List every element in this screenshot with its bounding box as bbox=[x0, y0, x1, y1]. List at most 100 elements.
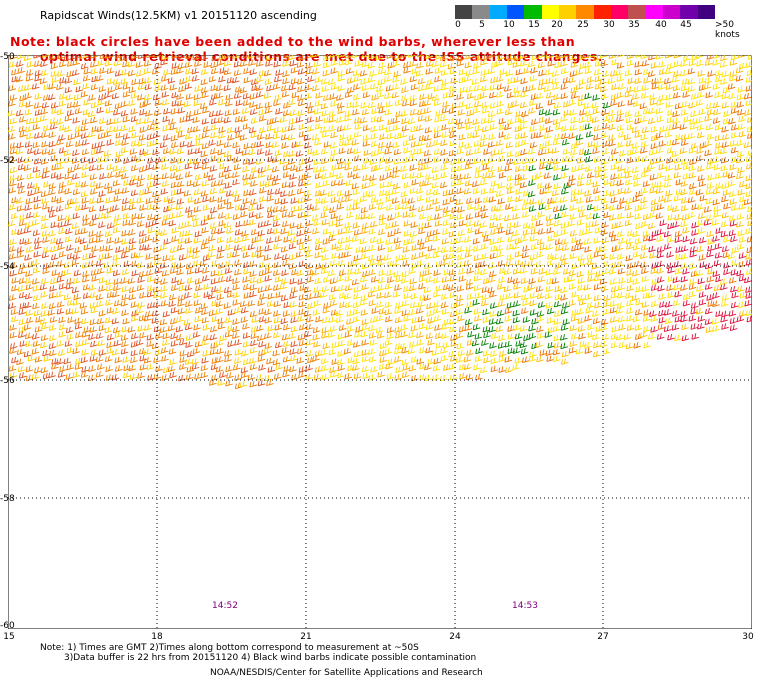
wind-barb bbox=[344, 164, 352, 171]
wind-barb bbox=[239, 60, 248, 67]
wind-barb bbox=[191, 214, 200, 222]
wind-barb bbox=[274, 197, 283, 205]
wind-barb bbox=[177, 278, 185, 286]
wind-barb bbox=[634, 131, 643, 138]
wind-barb bbox=[330, 149, 338, 157]
wind-barb bbox=[209, 348, 218, 355]
wind-barb bbox=[114, 237, 122, 244]
wind-barb bbox=[271, 179, 280, 186]
wind-barb bbox=[264, 101, 273, 109]
wind-barb bbox=[290, 78, 299, 85]
wind-barb bbox=[256, 203, 265, 210]
wind-barb bbox=[249, 68, 258, 76]
wind-barb bbox=[737, 55, 746, 58]
wind-barb bbox=[553, 174, 561, 181]
wind-barb bbox=[473, 220, 482, 227]
wind-barb bbox=[279, 158, 288, 165]
wind-barb bbox=[223, 286, 232, 294]
wind-barb bbox=[82, 83, 90, 90]
wind-barb bbox=[416, 358, 424, 365]
wind-barb bbox=[31, 83, 40, 90]
wind-barb bbox=[337, 74, 346, 82]
wind-barb bbox=[656, 203, 665, 211]
wind-barb bbox=[50, 62, 59, 70]
wind-barb bbox=[539, 142, 547, 150]
wind-barb bbox=[370, 236, 378, 244]
wind-barb bbox=[466, 301, 474, 309]
wind-barb bbox=[346, 86, 355, 94]
legend-swatch-4 bbox=[524, 5, 542, 19]
wind-barb bbox=[147, 226, 156, 234]
wind-barb bbox=[217, 179, 226, 186]
wind-barb bbox=[329, 155, 338, 162]
wind-barb bbox=[387, 245, 395, 253]
wind-barb bbox=[584, 315, 592, 322]
wind-barb bbox=[448, 149, 457, 157]
wind-barb bbox=[706, 102, 714, 110]
wind-barb bbox=[48, 230, 56, 237]
wind-barb bbox=[39, 318, 48, 325]
map-title: Rapidscat Winds(12.5KM) v1 20151120 asce… bbox=[40, 9, 317, 22]
wind-barb bbox=[234, 357, 242, 364]
wind-barb bbox=[73, 269, 82, 277]
wind-barb bbox=[593, 237, 601, 244]
wind-barb bbox=[640, 171, 649, 178]
wind-barb bbox=[73, 293, 81, 301]
wind-barb bbox=[648, 234, 656, 242]
wind-barb bbox=[211, 357, 220, 364]
wind-barb bbox=[463, 363, 472, 371]
wind-barb bbox=[578, 211, 587, 218]
wind-barb bbox=[697, 227, 706, 235]
wind-barb bbox=[25, 270, 33, 277]
wind-barb bbox=[160, 285, 168, 292]
wind-barb bbox=[642, 292, 651, 299]
wind-barb bbox=[115, 150, 124, 158]
wind-barb bbox=[127, 69, 136, 77]
wind-barb bbox=[624, 69, 633, 77]
wind-barb bbox=[81, 118, 90, 126]
wind-barb bbox=[346, 147, 355, 155]
wind-barb bbox=[688, 283, 697, 290]
wind-barb bbox=[458, 219, 467, 227]
wind-barb bbox=[545, 77, 554, 85]
wind-barb bbox=[497, 300, 506, 307]
wind-barb bbox=[698, 180, 707, 187]
wind-barb bbox=[400, 190, 409, 198]
wind-barb bbox=[392, 166, 401, 173]
time-label-1: 14:52 bbox=[212, 601, 238, 611]
wind-barb bbox=[664, 131, 673, 138]
wind-barb bbox=[560, 60, 568, 67]
wind-barb bbox=[519, 122, 528, 130]
wind-barb bbox=[48, 148, 56, 156]
wind-barb bbox=[240, 115, 249, 123]
wind-barb bbox=[64, 219, 72, 227]
wind-barb bbox=[321, 254, 329, 261]
wind-barb bbox=[187, 141, 195, 148]
wind-barb bbox=[450, 355, 458, 362]
wind-barb bbox=[303, 286, 312, 294]
wind-barb bbox=[186, 366, 195, 373]
wind-barb bbox=[465, 220, 474, 227]
wind-barb bbox=[631, 126, 640, 134]
wind-barb bbox=[736, 243, 745, 250]
wind-barb bbox=[672, 221, 680, 228]
wind-barb bbox=[120, 100, 129, 108]
wind-barb bbox=[49, 316, 58, 323]
wind-barb bbox=[464, 307, 472, 314]
wind-barb bbox=[146, 275, 155, 283]
wind-barb bbox=[712, 59, 720, 66]
wind-barb bbox=[465, 55, 473, 60]
wind-barb bbox=[641, 126, 650, 134]
wind-barb bbox=[419, 180, 427, 187]
wind-barb bbox=[649, 174, 658, 181]
wind-barb bbox=[745, 76, 752, 83]
wind-barb bbox=[115, 246, 123, 253]
wind-barb bbox=[360, 102, 368, 109]
wind-barb bbox=[729, 220, 738, 227]
wind-barb bbox=[185, 341, 193, 348]
wind-speed-scale-labels: 0 5 10 15 20 25 30 35 40 45 >50 knots bbox=[0, 20, 760, 40]
wind-barb bbox=[392, 83, 400, 91]
wind-barb bbox=[416, 147, 425, 155]
wind-barb bbox=[113, 59, 122, 67]
wind-barb bbox=[63, 268, 72, 276]
